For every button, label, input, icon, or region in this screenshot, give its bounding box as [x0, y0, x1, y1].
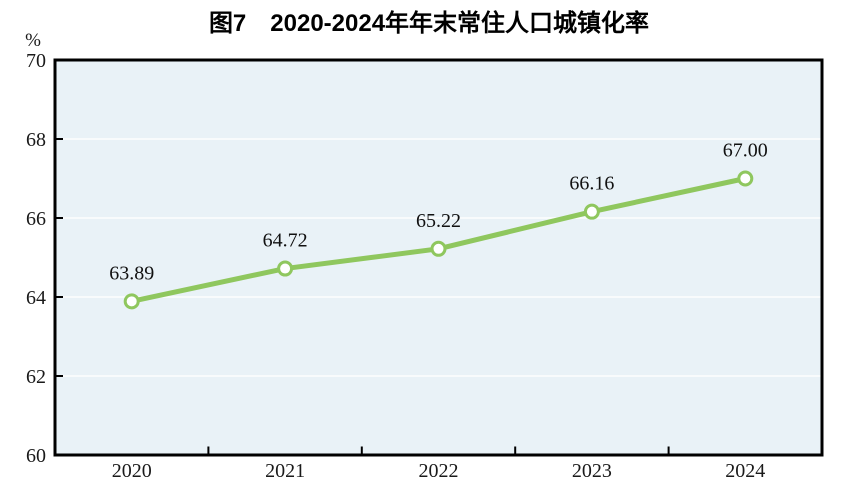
- data-point-label: 67.00: [723, 140, 768, 162]
- data-point-marker: [430, 240, 447, 257]
- data-point-marker: [277, 260, 294, 277]
- x-tick-label: 2023: [572, 460, 612, 482]
- y-tick-label: 64: [26, 287, 46, 309]
- y-tick-label: 60: [26, 445, 46, 467]
- data-point-marker: [583, 203, 600, 220]
- x-tick-label: 2021: [265, 460, 305, 482]
- y-tick-label: 70: [26, 50, 46, 72]
- x-tick-label: 2024: [725, 460, 765, 482]
- axis-tick-labels: 60 62 64 66 68 70 2020 2021 2022 2023 2024: [26, 50, 765, 482]
- x-tick-label: 2020: [112, 460, 152, 482]
- y-tick-label: 66: [26, 208, 46, 230]
- data-series: [123, 170, 754, 310]
- y-tick-label: 62: [26, 366, 46, 388]
- y-tick-label: 68: [26, 129, 46, 151]
- data-point-label: 65.22: [416, 210, 461, 232]
- data-point-label: 66.16: [569, 173, 614, 195]
- data-point-label: 63.89: [109, 262, 154, 284]
- plot-border: [53, 58, 824, 457]
- gridlines: [56, 138, 821, 377]
- data-point-marker: [123, 293, 140, 310]
- chart-title: 图7 2020-2024年年末常住人口城镇化率: [209, 9, 649, 37]
- data-point-label: 64.72: [263, 230, 308, 252]
- data-point-labels: 63.89 64.72 65.22 66.16 67.00: [109, 140, 768, 285]
- data-point-marker: [737, 170, 754, 187]
- x-tick-label: 2022: [419, 460, 459, 482]
- y-axis-unit-label: %: [25, 30, 41, 51]
- plot-area-background: [55, 60, 822, 455]
